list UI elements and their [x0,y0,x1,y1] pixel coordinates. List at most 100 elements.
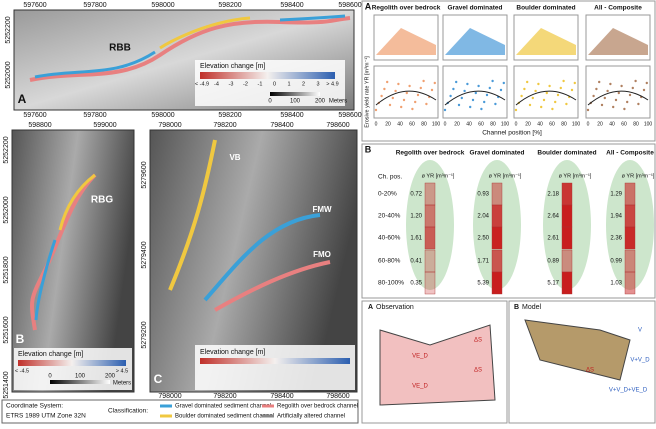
scatter-point [425,102,428,106]
scatter-point [394,89,397,93]
scatter-point [411,107,414,111]
channel-label: FMW [312,205,332,214]
diagram-label: VE_D [412,354,428,360]
trend-line [515,90,577,106]
yield-value: 0.41 [410,259,422,265]
scatter-point [422,79,425,83]
scatter-point [405,91,408,95]
legend-text: Boulder dominated sediment channel [175,414,274,420]
legend-tick: 0 [273,81,276,87]
x-tick-label: 100 [644,121,653,127]
yield-value: 1.94 [610,214,622,220]
channel-segment [491,249,503,273]
diagram-label: V [638,328,642,334]
scatter-point [471,98,475,102]
x-tick-label: 80 [490,121,496,127]
legend-title: Elevation change [m] [18,351,83,358]
channel [203,213,321,302]
diagram-label: V+V_D [630,358,650,364]
scatter-point [443,108,447,112]
scatter-point [499,88,503,92]
scatter-point [457,103,461,107]
map-legend-box [195,60,345,106]
column-title: Regolith over bedrock [372,5,441,12]
scatter-point [586,108,590,112]
y-tick-label: 5251400 [3,371,10,398]
plot-frame [513,65,579,119]
scatter-point [483,100,486,104]
scatter-point [645,81,648,85]
legend-text: Coordinate System: [6,403,63,410]
scatter-point [494,102,497,106]
scatter-point [540,105,543,109]
scatter-point [430,88,434,92]
generated: 597600 597600 597800 597800 598000 598000 5982… [3,1,655,419]
scatter-point [626,100,629,104]
legend-text: Artificially altered channel [277,414,345,420]
color-ramp [18,360,126,366]
channel-segment [624,182,636,206]
channel [279,14,346,22]
scale-label: 200 [315,99,326,105]
row-label: 20-40% [378,213,401,220]
scatter-point [545,91,548,95]
x-tick-label: 798600 [326,122,349,129]
yield-value: 5.17 [547,281,559,287]
scatter-point [628,93,632,97]
scatter-point [617,91,620,95]
yield-value: 2.64 [547,214,559,220]
scale-bar [270,92,320,96]
legend-tick: -3 [229,81,234,87]
row-label: 80-100% [378,280,404,287]
x-tick-label: 60 [549,121,555,127]
x-tick-label: 798600 [326,393,349,400]
channel [58,173,96,231]
scale-unit: Meters [329,99,347,105]
map-legend-box [195,345,355,390]
observation-sketch [379,324,496,406]
column-header: ø YR [m³m⁻¹] [559,173,592,179]
x-tick-label: 0 [375,121,378,127]
x-tick-label: 40 [397,121,403,127]
scatter-point [455,80,458,84]
yield-value: 2.36 [610,236,622,242]
column-title: Gravel dominated [448,5,503,12]
diagram-label: ΔS [586,368,594,374]
column-title: All - Composite [594,5,642,12]
scatter-point [614,98,618,102]
x-tick-label: 100 [432,121,441,127]
scatter-point [534,89,537,93]
panel-letter: A [368,304,373,311]
scatter-point [531,96,534,100]
scale-label: 0 [48,374,52,380]
yield-value: 1.71 [477,259,489,265]
scatter-point [623,107,626,111]
legend-tick: -4 [214,81,219,87]
x-tick-label: 100 [572,121,581,127]
diagram-label: ΔS [474,338,482,344]
diagram-label: VE_D [412,384,428,390]
column-title: Boulder dominated [516,5,575,12]
scatter-point [514,108,518,112]
panel-letter: B [514,304,519,311]
row-label: 60-80% [378,258,401,265]
panel-letter: C [154,372,163,386]
diagram-label: V+V_D+VE_D [609,388,648,394]
trend-line [375,90,437,106]
yield-value: 1.20 [410,214,422,220]
scatter-point [491,79,494,83]
scatter-point [595,87,598,91]
color-ramp [200,358,350,364]
scatter-point [573,81,576,85]
scatter-point [612,105,615,109]
x-tick-label: 0 [444,121,447,127]
scatter-point [416,93,420,97]
row-label: 0-20% [378,191,397,198]
channel [29,16,351,82]
x-tick-label: 100 [501,121,510,127]
panel-letter: A [18,92,27,106]
yield-value: 0.72 [410,192,422,198]
x-tick-label: 60 [409,121,415,127]
x-axis-title: Channel position [%] [482,130,542,137]
x-tick-label: 40 [609,121,615,127]
